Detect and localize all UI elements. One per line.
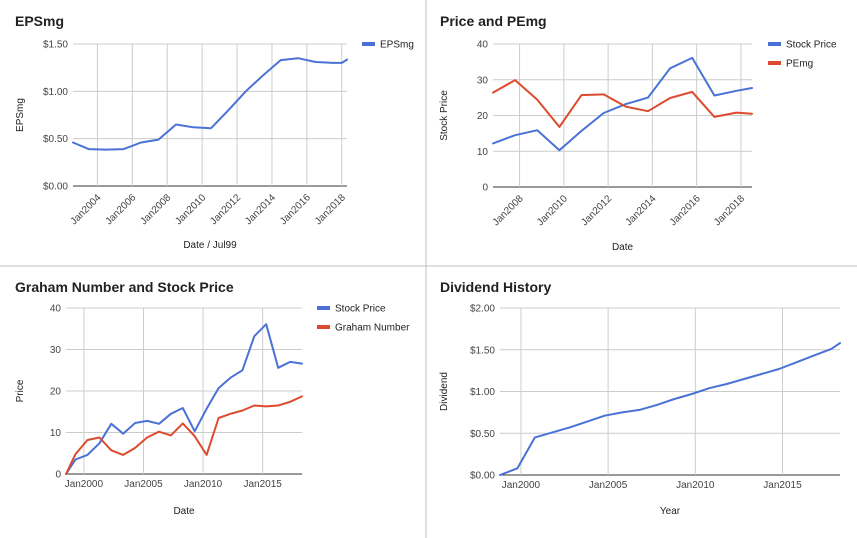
x-tick-label: Jan2016 <box>278 192 313 227</box>
y-tick-label: 0 <box>482 183 488 194</box>
x-tick-label: Jan2010 <box>173 192 208 227</box>
y-tick-label: 20 <box>477 111 489 122</box>
y-tick-label: $1.50 <box>43 40 68 51</box>
chart-title: Price and PEmg <box>440 13 547 29</box>
x-tick-label: Jan2018 <box>313 192 348 227</box>
legend-label: PEmg <box>786 59 813 70</box>
x-tick-label: Jan2010 <box>676 480 715 491</box>
x-tick-label: Jan2016 <box>668 193 703 228</box>
x-tick-label: Jan2010 <box>184 479 223 490</box>
y-tick-label: 10 <box>50 428 62 439</box>
x-tick-label: Jan2000 <box>65 479 104 490</box>
series-line-graham-number <box>65 395 303 475</box>
series-line-pemg <box>492 79 753 128</box>
legend-swatch <box>768 42 781 46</box>
series-line-epsmg <box>72 57 348 151</box>
chart-title: Dividend History <box>440 279 551 295</box>
x-tick-label: Jan2012 <box>208 192 243 227</box>
x-tick-label: Jan2005 <box>124 479 163 490</box>
y-tick-label: 30 <box>50 345 62 356</box>
legend-swatch <box>317 325 330 329</box>
y-tick-label: $2.00 <box>470 304 495 315</box>
x-tick-label: Jan2008 <box>138 192 173 227</box>
legend-swatch <box>768 61 781 65</box>
y-tick-label: $0.50 <box>470 429 495 440</box>
x-axis-title: Date / Jul99 <box>183 240 237 251</box>
y-tick-label: $0.50 <box>43 134 68 145</box>
y-axis-title: Stock Price <box>439 90 450 141</box>
legend-label: Stock Price <box>335 304 386 315</box>
y-tick-label: $0.00 <box>470 471 495 482</box>
x-axis-title: Year <box>660 506 681 517</box>
y-tick-label: 20 <box>50 387 62 398</box>
chart-panel-price-and-pemg: Price and PEmg 0 10 20 30 40 Jan2008 Jan2010 Jan… <box>439 13 837 253</box>
chart-panel-dividend-history: Dividend History $0.00 $0.50 $1.00 $1.50 $2.0… <box>439 279 841 517</box>
x-tick-label: Jan2006 <box>104 192 139 227</box>
series-line-stock-price <box>65 323 303 475</box>
legend-swatch <box>317 306 330 310</box>
x-axis-title: Date <box>612 242 634 253</box>
x-tick-label: Jan2014 <box>624 193 659 228</box>
y-tick-label: $1.00 <box>470 387 495 398</box>
legend-label: EPSmg <box>380 40 414 51</box>
y-tick-label: 40 <box>477 40 489 51</box>
x-tick-label: Jan2004 <box>69 192 104 227</box>
x-tick-label: Jan2014 <box>243 192 278 227</box>
x-tick-label: Jan2015 <box>763 480 802 491</box>
legend-swatch <box>362 42 375 46</box>
chart-title: EPSmg <box>15 13 64 29</box>
x-tick-label: Jan2018 <box>712 193 747 228</box>
x-tick-label: Jan2012 <box>579 193 614 228</box>
y-axis-title: EPSmg <box>15 98 26 132</box>
y-tick-label: 40 <box>50 304 62 315</box>
legend-label: Stock Price <box>786 40 837 51</box>
y-tick-label: 0 <box>55 470 61 481</box>
y-axis-title: Dividend <box>439 372 450 411</box>
series-line-dividend <box>499 342 841 476</box>
legend-label: Graham Number <box>335 323 410 334</box>
y-tick-label: 10 <box>477 147 489 158</box>
x-tick-label: Jan2000 <box>502 480 541 491</box>
y-tick-label: $1.00 <box>43 87 68 98</box>
y-tick-label: $1.50 <box>470 345 495 356</box>
x-axis-title: Date <box>173 506 195 517</box>
y-tick-label: 30 <box>477 75 489 86</box>
x-tick-label: Jan2010 <box>535 193 570 228</box>
x-tick-label: Jan2005 <box>589 480 628 491</box>
series-line-stock-price <box>492 56 753 152</box>
y-tick-label: $0.00 <box>43 182 68 193</box>
chart-panel-graham-number-and-stock-price: Graham Number and Stock Price 0 10 20 30 40 Ja… <box>15 279 410 517</box>
x-tick-label: Jan2008 <box>491 193 526 228</box>
x-tick-label: Jan2015 <box>243 479 282 490</box>
chart-title: Graham Number and Stock Price <box>15 279 234 295</box>
y-axis-title: Price <box>15 379 26 402</box>
